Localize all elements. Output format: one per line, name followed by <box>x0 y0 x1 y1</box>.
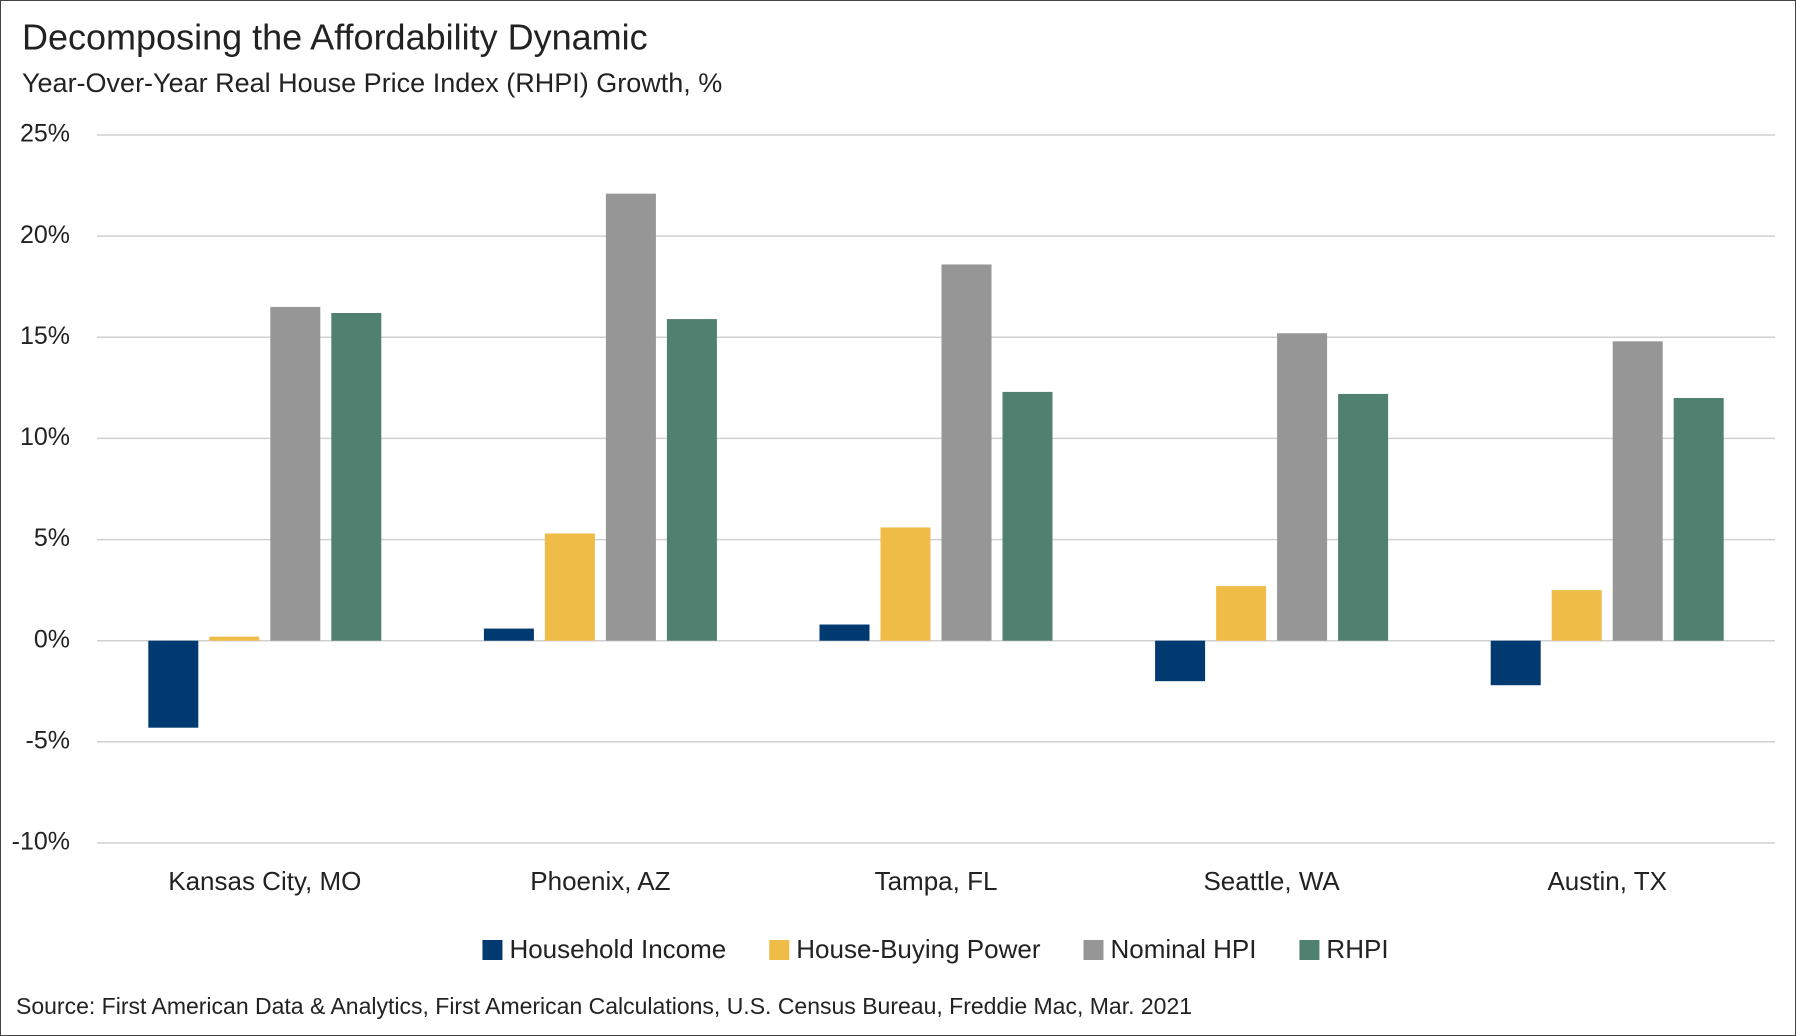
y-tick-label: -5% <box>26 726 70 754</box>
y-tick-label: 15% <box>20 322 70 350</box>
legend-label: House-Buying Power <box>796 934 1041 964</box>
bar <box>1277 333 1328 641</box>
bar <box>1155 640 1206 682</box>
chart-title: Decomposing the Affordability Dynamic <box>22 17 648 58</box>
x-tick-label: Phoenix, AZ <box>530 866 670 896</box>
y-tick-label: 10% <box>20 423 70 451</box>
bar <box>209 636 260 641</box>
bar <box>483 628 534 641</box>
bar <box>331 313 382 641</box>
bar <box>941 264 992 641</box>
bar <box>1612 341 1663 641</box>
legend-label: Household Income <box>509 934 726 964</box>
bar <box>1002 391 1053 641</box>
bar <box>1490 640 1541 686</box>
y-tick-label: 0% <box>34 625 70 653</box>
bar <box>605 193 656 641</box>
y-tick-label: -10% <box>12 828 70 856</box>
chart-subtitle: Year-Over-Year Real House Price Index (R… <box>22 68 722 98</box>
bar <box>1338 393 1389 641</box>
y-tick-label: 20% <box>20 221 70 249</box>
legend-label: RHPI <box>1326 934 1388 964</box>
source-note: Source: First American Data & Analytics,… <box>16 993 1192 1019</box>
bar <box>880 527 931 641</box>
legend-swatch <box>1083 940 1104 960</box>
x-tick-label: Kansas City, MO <box>168 866 361 896</box>
y-tick-label: 5% <box>34 524 70 552</box>
x-tick-label: Seattle, WA <box>1203 866 1340 896</box>
bar <box>819 624 870 641</box>
bar <box>1673 397 1724 641</box>
legend-swatch <box>1299 940 1320 960</box>
x-tick-label: Austin, TX <box>1547 866 1666 896</box>
x-tick-label: Tampa, FL <box>875 866 998 896</box>
bar <box>544 533 595 641</box>
bar <box>1216 586 1267 641</box>
legend-swatch <box>769 940 790 960</box>
legend-swatch <box>482 940 503 960</box>
legend-label: Nominal HPI <box>1110 934 1256 964</box>
bar <box>148 640 199 728</box>
bar <box>666 319 717 641</box>
bar <box>1551 590 1602 641</box>
bar <box>270 306 321 641</box>
y-tick-label: 25% <box>20 120 70 148</box>
